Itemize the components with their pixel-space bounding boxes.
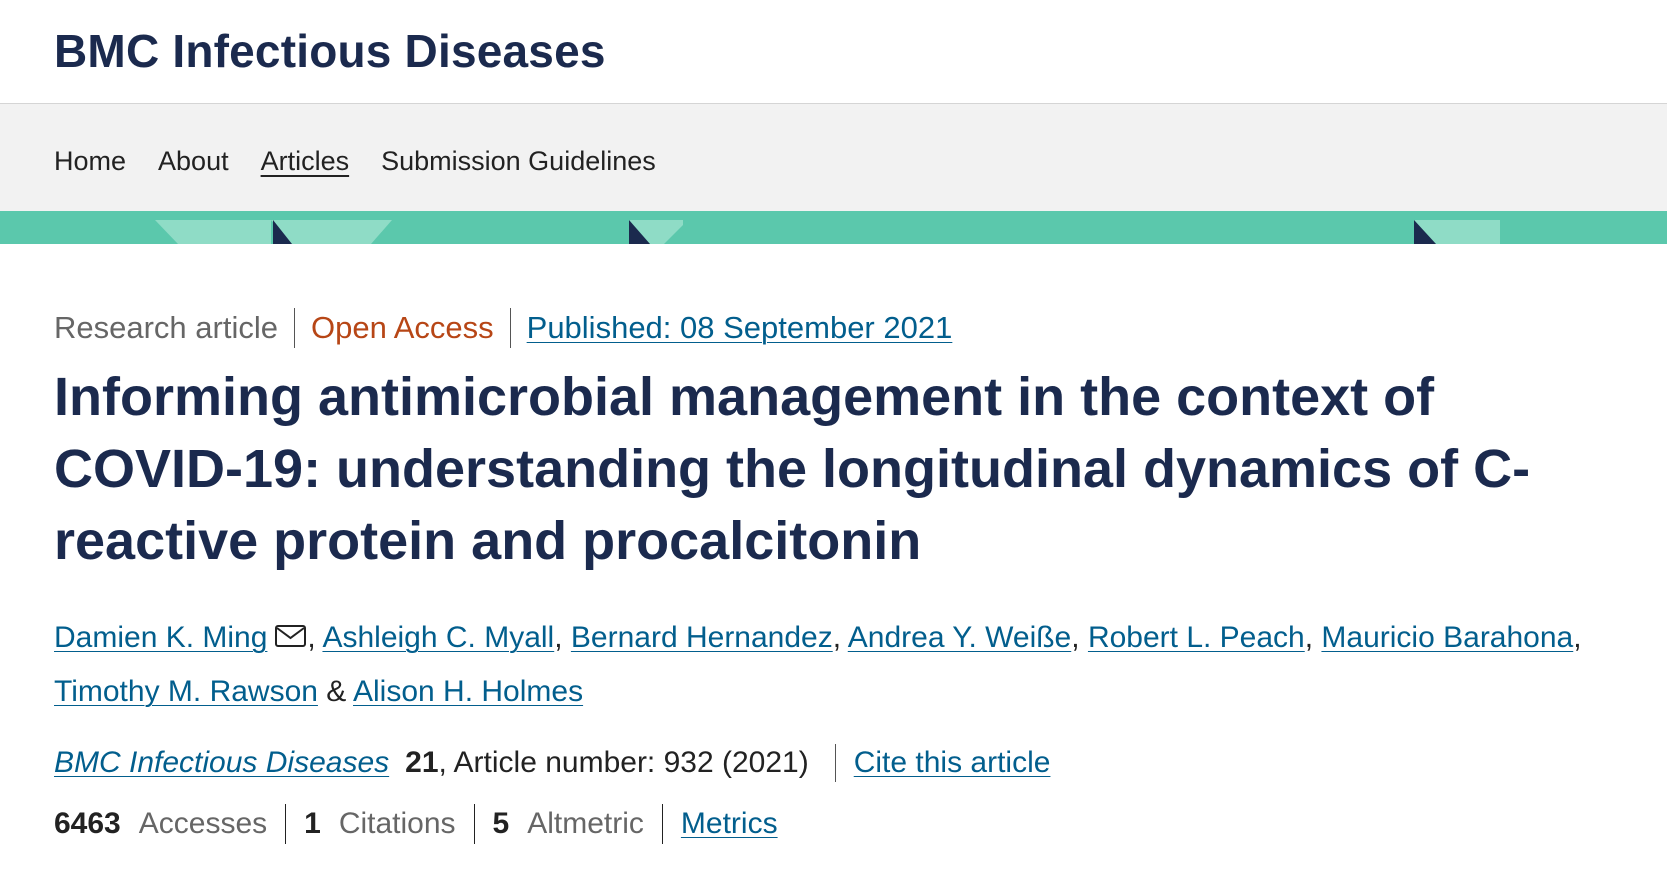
author-separator: , (1573, 621, 1582, 654)
nav-item[interactable]: Articles (260, 146, 350, 176)
author-link[interactable]: Bernard Hernandez (570, 621, 833, 654)
journal-link-wrap: BMC Infectious Diseases (54, 746, 389, 780)
cite-link[interactable]: Cite this article (853, 746, 1051, 779)
article-header: Research article Open Access Published: … (54, 305, 1634, 847)
metric-value: 6463 (54, 807, 121, 840)
metric-label: Altmetric (527, 807, 644, 840)
metric-value: 1 (304, 807, 321, 840)
author-separator: , (832, 621, 842, 654)
author-link[interactable]: Andrea Y. Weiße (847, 621, 1072, 654)
author-link[interactable]: Alison H. Holmes (353, 675, 584, 708)
metric: 5 Altmetric (473, 804, 662, 844)
article-meta: Research article Open Access Published: … (54, 305, 1634, 351)
nav-item[interactable]: Home (54, 146, 127, 176)
metric-label: Accesses (138, 807, 268, 840)
author-separator: , (554, 621, 563, 654)
site-header: BMC Infectious Diseases (0, 0, 1667, 104)
author-link[interactable]: Damien K. Ming (54, 621, 268, 654)
author-separator: , (307, 621, 316, 654)
citation: BMC Infectious Diseases 21 , Article num… (54, 741, 1634, 785)
author-link[interactable]: Mauricio Barahona (1321, 621, 1574, 654)
nav-item[interactable]: Submission Guidelines (381, 146, 656, 176)
published-date-wrap: Published: 08 September 2021 (509, 308, 969, 348)
author-separator: & (326, 675, 347, 708)
journal-link[interactable]: BMC Infectious Diseases (54, 746, 390, 779)
metric-value: 5 (492, 807, 510, 840)
author-link[interactable]: Timothy M. Rawson (54, 675, 318, 708)
author-list: Damien K. Ming, Ashleigh C. Myall, Berna… (54, 611, 1614, 719)
article-type: Research article (54, 310, 278, 345)
nav-item[interactable]: About (158, 146, 229, 176)
volume: 21 (405, 746, 439, 779)
email-icon[interactable] (275, 624, 307, 648)
author-separator: , (1071, 621, 1080, 654)
metric: 6463 Accesses (54, 804, 285, 844)
metrics: 6463 Accesses 1 Citations 5 Altmetric Metrics (54, 801, 1634, 847)
divider (834, 744, 836, 782)
author-separator: , (1304, 621, 1314, 654)
author-link[interactable]: Robert L. Peach (1087, 621, 1305, 654)
nav-bar: Home About Articles Submission Guideline… (0, 104, 1667, 211)
published-date[interactable]: Published: 08 September 2021 (526, 310, 953, 345)
metric: Metrics (661, 804, 796, 844)
metrics-link[interactable]: Metrics (680, 807, 778, 840)
nav-list: Home About Articles Submission Guideline… (54, 146, 656, 177)
author-link[interactable]: Ashleigh C. Myall (322, 621, 555, 654)
journal-title[interactable]: BMC Infectious Diseases (54, 25, 606, 77)
article-title: Informing antimicrobial management in th… (54, 367, 1531, 571)
metric: 1 Citations (285, 804, 473, 844)
metric-label: Citations (338, 807, 456, 840)
article-number: , Article number: 932 (2021) (438, 746, 809, 779)
decorative-band (0, 211, 1667, 244)
open-access: Open Access (293, 308, 510, 348)
